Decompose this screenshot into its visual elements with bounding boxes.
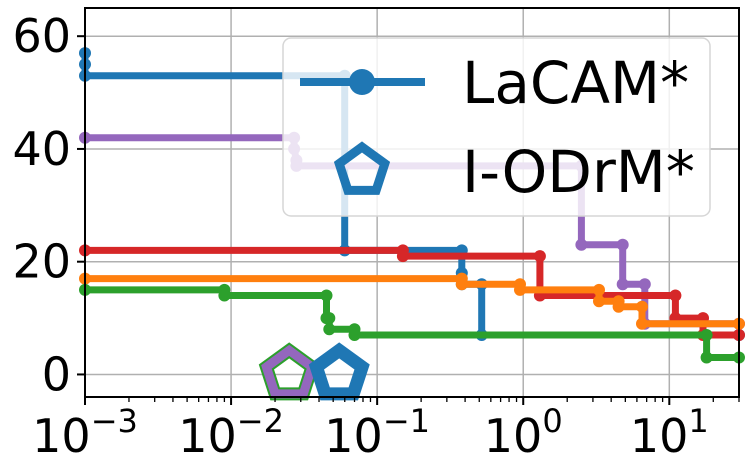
y-tick-label: 0 [42,347,71,401]
x-tick-base: 10 [630,409,689,463]
legend-circle-marker [349,69,375,95]
data-point [533,250,546,263]
legend-entry-lacam: LaCAM* [300,49,689,117]
x-tick-exponent: −2 [237,402,284,440]
x-tick-exponent: −3 [91,402,138,440]
x-tick-base: 10 [178,409,237,463]
x-tick-base: 10 [484,409,543,463]
legend-entry-iodrm: I-ODrM* [333,138,695,206]
x-tick-label: 10−2 [178,402,284,463]
x-tick-label: 10−3 [32,402,138,463]
x-tick-base: 10 [324,409,383,463]
series-4 [79,283,745,364]
x-tick-label: 10−1 [324,402,430,463]
data-point [575,238,588,251]
y-tick-label: 20 [12,235,71,289]
data-point [638,278,651,291]
x-tick-label: 101 [630,402,709,463]
data-point [593,283,605,296]
data-point [636,317,648,330]
x-tick-base: 10 [32,409,91,463]
data-point [700,329,713,341]
failure-marker-1 [308,342,370,401]
data-point [616,278,629,291]
data-point [514,283,526,296]
y-tick-label: 40 [12,122,71,176]
failure-marker-0 [258,342,320,401]
legend-label: LaCAM* [462,49,689,117]
data-point [616,238,629,251]
legend-label: I-ODrM* [462,138,695,206]
data-point [455,278,468,291]
x-tick-label: 100 [484,402,563,463]
axes-frame [84,7,740,398]
data-point [323,323,336,336]
legend-pentagon-marker [333,141,391,195]
x-tick-exponent: −1 [383,402,430,440]
y-tick-label: 60 [12,9,71,63]
legend: LaCAM* I-ODrM* [282,37,711,217]
data-point [323,312,336,325]
data-point [636,300,648,313]
data-point [612,300,625,313]
data-point [700,351,713,364]
pentagon-marker [261,344,318,399]
data-point [669,289,682,302]
pentagon-marker [311,344,368,399]
plot-border [84,7,740,398]
data-point [218,289,231,302]
x-tick-exponent: 0 [542,402,562,440]
data-point [320,289,333,302]
data-point [593,295,605,308]
x-tick-exponent: 1 [688,402,708,440]
data-point [396,250,409,263]
data-point [348,329,361,341]
